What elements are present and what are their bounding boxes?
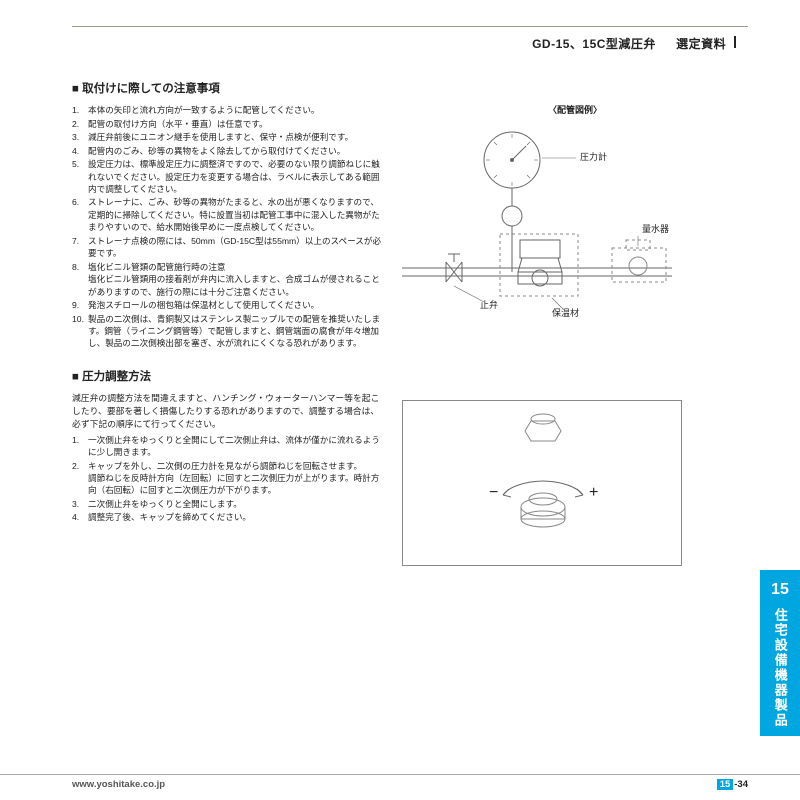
page-number: 15-34	[717, 778, 748, 792]
label-flow-meter: 量水器	[642, 223, 669, 234]
label-insulation: 保温材	[552, 307, 579, 318]
section-tab: 15 住宅設備機器製品	[760, 570, 800, 736]
list-item: 設定圧力は、標準設定圧力に調整済ですので、必要のない限り調節ねじに触れないでくだ…	[72, 158, 384, 195]
list-item: 配管内のごみ、砂等の異物をよく除去してから取付けてください。	[72, 145, 384, 157]
header-doc-type: 選定資料	[676, 37, 726, 51]
section1-heading: ■ 取付けに際しての注意事項	[72, 81, 748, 98]
list-item: 塩化ビニル管類の配管施行時の注意塩化ビニル管類用の接着剤が弁内に流入しますと、合…	[72, 261, 384, 298]
adjustment-steps-list: 一次側止弁をゆっくりと全開にして二次側止弁は、流体が僅かに流れるように少し開きま…	[72, 434, 384, 524]
list-item: ストレーナに、ごみ、砂等の異物がたまると、水の出が悪くなりますので、定期的に掃除…	[72, 196, 384, 233]
list-item: 減圧弁前後にユニオン継手を使用しますと、保守・点検が便利です。	[72, 131, 384, 143]
label-pressure-gauge: 圧力計	[580, 151, 607, 162]
adjustment-diagram: − +	[402, 400, 682, 566]
section2-heading: ■ 圧力調整方法	[72, 369, 748, 386]
list-item: 調整完了後、キャップを締めてください。	[72, 511, 384, 523]
header-product: GD-15、15C型減圧弁	[532, 37, 656, 51]
label-stop-valve: 止弁	[480, 299, 498, 310]
piping-diagram: 圧力計 量水器 止弁 保温材	[402, 122, 672, 332]
page-footer: www.yoshitake.co.jp 15-34	[0, 774, 800, 792]
list-item: 発泡スチロールの梱包箱は保温材として使用してください。	[72, 299, 384, 311]
list-item: 本体の矢印と流れ方向が一致するように配管してください。	[72, 104, 384, 116]
list-item: 配管の取付け方向（水平・垂直）は任意です。	[72, 118, 384, 130]
section-label: 住宅設備機器製品	[770, 608, 790, 728]
doc-header: GD-15、15C型減圧弁 選定資料	[72, 35, 748, 63]
piping-diagram-title: 〈配管図例〉	[402, 104, 748, 118]
list-item: キャップを外し、二次側の圧力計を見ながら調節ねじを回転させます。調節ねじを反時計…	[72, 460, 384, 497]
installation-notes-list: 本体の矢印と流れ方向が一致するように配管してください。配管の取付け方向（水平・垂…	[72, 104, 384, 350]
svg-text:+: +	[589, 484, 598, 501]
header-rule	[72, 26, 748, 27]
section-number: 15	[760, 578, 800, 602]
list-item: 一次側止弁をゆっくりと全開にして二次側止弁は、流体が僅かに流れるように少し開きま…	[72, 434, 384, 459]
list-item: ストレーナ点検の際には、50mm（GD-15C型は55mm）以上のスペースが必要…	[72, 235, 384, 260]
section2-intro: 減圧弁の調整方法を間違えますと、ハンチング・ウォーターハンマー等を起こしたり、要…	[72, 392, 384, 432]
footer-url: www.yoshitake.co.jp	[72, 778, 165, 792]
list-item: 二次側止弁をゆっくりと全開にします。	[72, 498, 384, 510]
list-item: 製品の二次側は、青銅製又はステンレス製ニップルでの配管を推奨いたします。鋼管（ラ…	[72, 313, 384, 350]
svg-text:−: −	[489, 484, 498, 501]
